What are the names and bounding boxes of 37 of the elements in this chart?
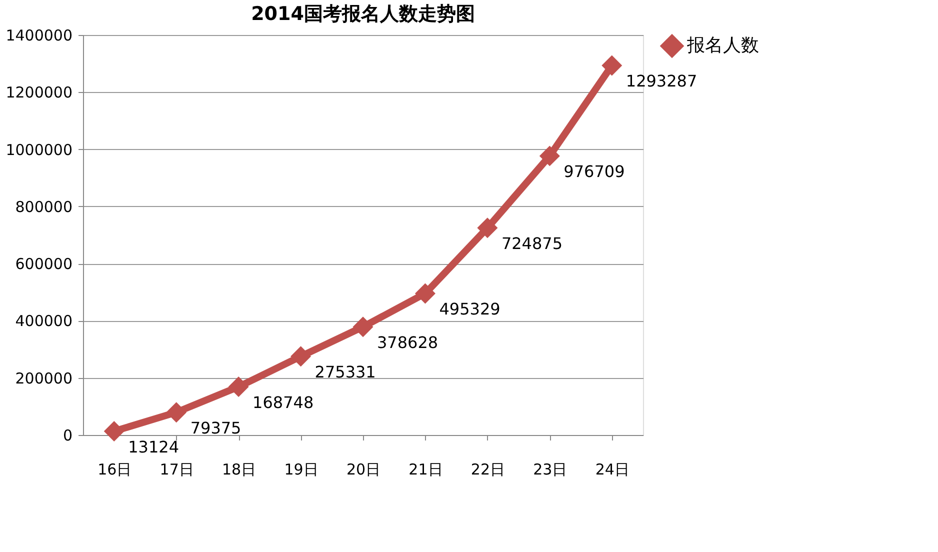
- point: [352, 316, 374, 338]
- x-tick-label: 17日: [160, 460, 194, 478]
- y-tick-label: 1200000: [6, 84, 72, 102]
- point: [477, 218, 498, 238]
- x-tick-label: 24日: [595, 460, 630, 478]
- data-label: 495329: [439, 299, 500, 318]
- data-label: 79375: [190, 418, 242, 438]
- x-tick-label: 21日: [408, 460, 443, 478]
- x-tick-label: 16日: [98, 460, 132, 478]
- point: [602, 55, 622, 76]
- data-label: 168748: [252, 392, 314, 412]
- x-tick-label: 19日: [284, 460, 318, 478]
- y-tick-label: 200000: [15, 369, 72, 388]
- data-label: 378628: [377, 332, 438, 352]
- y-tick-label: 1400000: [6, 26, 72, 44]
- point: [228, 376, 249, 398]
- y-tick-label: 400000: [15, 312, 72, 330]
- x-tick-label: 20日: [346, 460, 381, 478]
- point: [166, 402, 187, 423]
- point: [104, 421, 124, 442]
- x-tick-label: 23日: [533, 460, 568, 478]
- data-label: 976709: [564, 162, 625, 181]
- legend-label: 报名人数: [686, 35, 759, 56]
- x-tick-label: 18日: [222, 460, 256, 478]
- data-label: 724875: [501, 234, 563, 253]
- chart-title: 2014国考报名人数走势图: [251, 3, 475, 25]
- y-tick-label: 0: [62, 426, 72, 444]
- y-tick-label: 600000: [15, 255, 72, 274]
- point: [539, 146, 560, 166]
- point: [414, 283, 436, 304]
- y-tick-label: 800000: [15, 198, 72, 216]
- data-label: 1293287: [626, 71, 698, 90]
- point: [290, 346, 312, 367]
- data-label: 13124: [128, 437, 180, 456]
- y-tick-label: 1000000: [6, 140, 72, 159]
- data-label: 275331: [314, 362, 376, 382]
- x-tick-label: 22日: [470, 460, 505, 478]
